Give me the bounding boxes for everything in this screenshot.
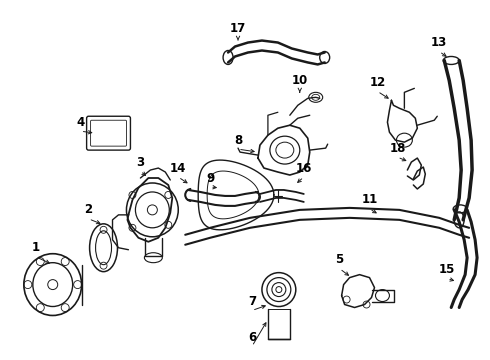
Text: 17: 17 — [230, 22, 246, 35]
Text: 15: 15 — [439, 263, 455, 276]
Text: 10: 10 — [292, 74, 308, 87]
Text: 18: 18 — [389, 141, 406, 155]
Text: 11: 11 — [362, 193, 378, 206]
Text: 1: 1 — [32, 241, 40, 254]
Text: 12: 12 — [369, 76, 386, 89]
Text: 5: 5 — [336, 253, 344, 266]
Text: 8: 8 — [234, 134, 242, 147]
Text: 3: 3 — [136, 156, 145, 168]
Text: 6: 6 — [248, 331, 256, 344]
Text: 2: 2 — [85, 203, 93, 216]
Text: 9: 9 — [206, 171, 214, 185]
Text: 14: 14 — [170, 162, 187, 175]
Text: 7: 7 — [248, 295, 256, 308]
Text: 13: 13 — [431, 36, 447, 49]
Text: 4: 4 — [76, 116, 85, 129]
Text: 16: 16 — [295, 162, 312, 175]
